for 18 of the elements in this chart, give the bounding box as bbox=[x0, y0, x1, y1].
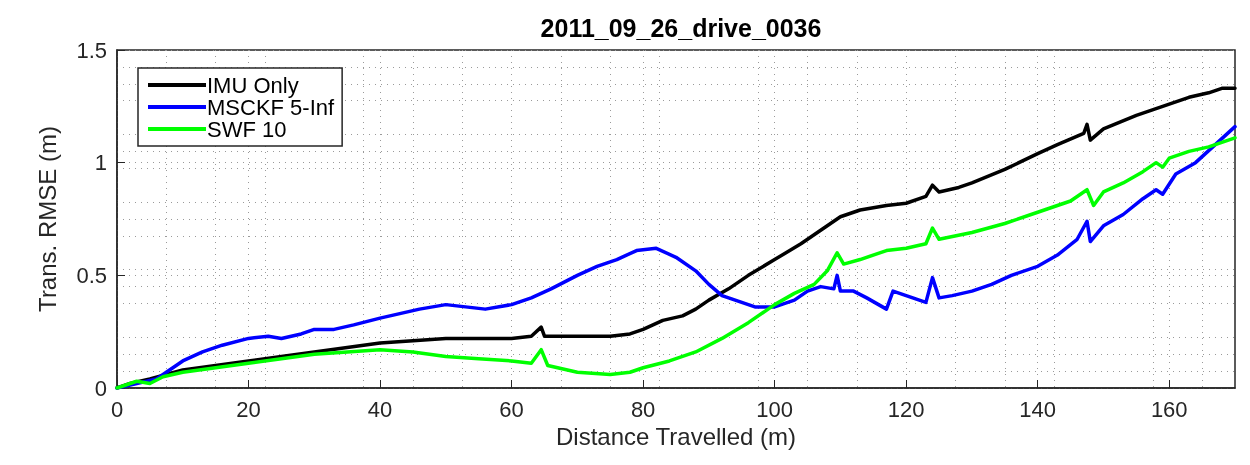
x-tick-label: 20 bbox=[236, 396, 261, 422]
x-tick-label: 140 bbox=[1019, 396, 1057, 422]
legend-label: SWF 10 bbox=[207, 116, 287, 142]
x-tick-label: 40 bbox=[367, 396, 393, 422]
y-tick-label: 1.5 bbox=[76, 37, 107, 63]
chart-title: 2011_09_26_drive_0036 bbox=[540, 13, 822, 42]
x-tick-label: 120 bbox=[887, 396, 925, 422]
x-tick-label: 160 bbox=[1150, 396, 1188, 422]
y-tick-label: 0 bbox=[94, 375, 107, 401]
y-tick-label: 0.5 bbox=[76, 262, 107, 288]
y-tick-label: 1 bbox=[94, 150, 107, 176]
x-tick-label: 60 bbox=[499, 396, 524, 422]
legend-label: IMU Only bbox=[207, 72, 299, 98]
y-axis-title: Trans. RMSE (m) bbox=[33, 126, 61, 312]
x-tick-label: 0 bbox=[110, 396, 124, 422]
x-axis-title: Distance Travelled (m) bbox=[555, 423, 797, 451]
x-tick-label: 80 bbox=[630, 396, 656, 422]
x-tick-label: 100 bbox=[756, 396, 794, 422]
